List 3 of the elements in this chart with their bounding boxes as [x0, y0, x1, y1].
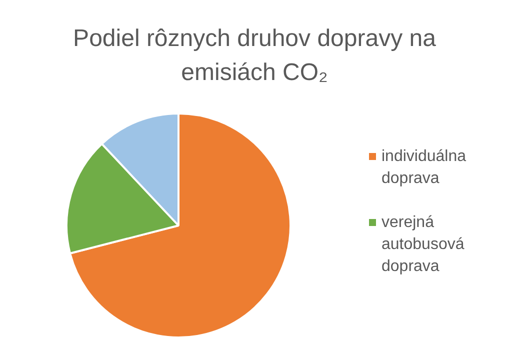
chart-title: Podiel rôznych druhov dopravy na emisiách CO₂ — [73, 25, 437, 86]
legend-label: individuálna doprava — [382, 148, 466, 187]
legend-label: verejná autobusová doprava — [382, 214, 464, 275]
